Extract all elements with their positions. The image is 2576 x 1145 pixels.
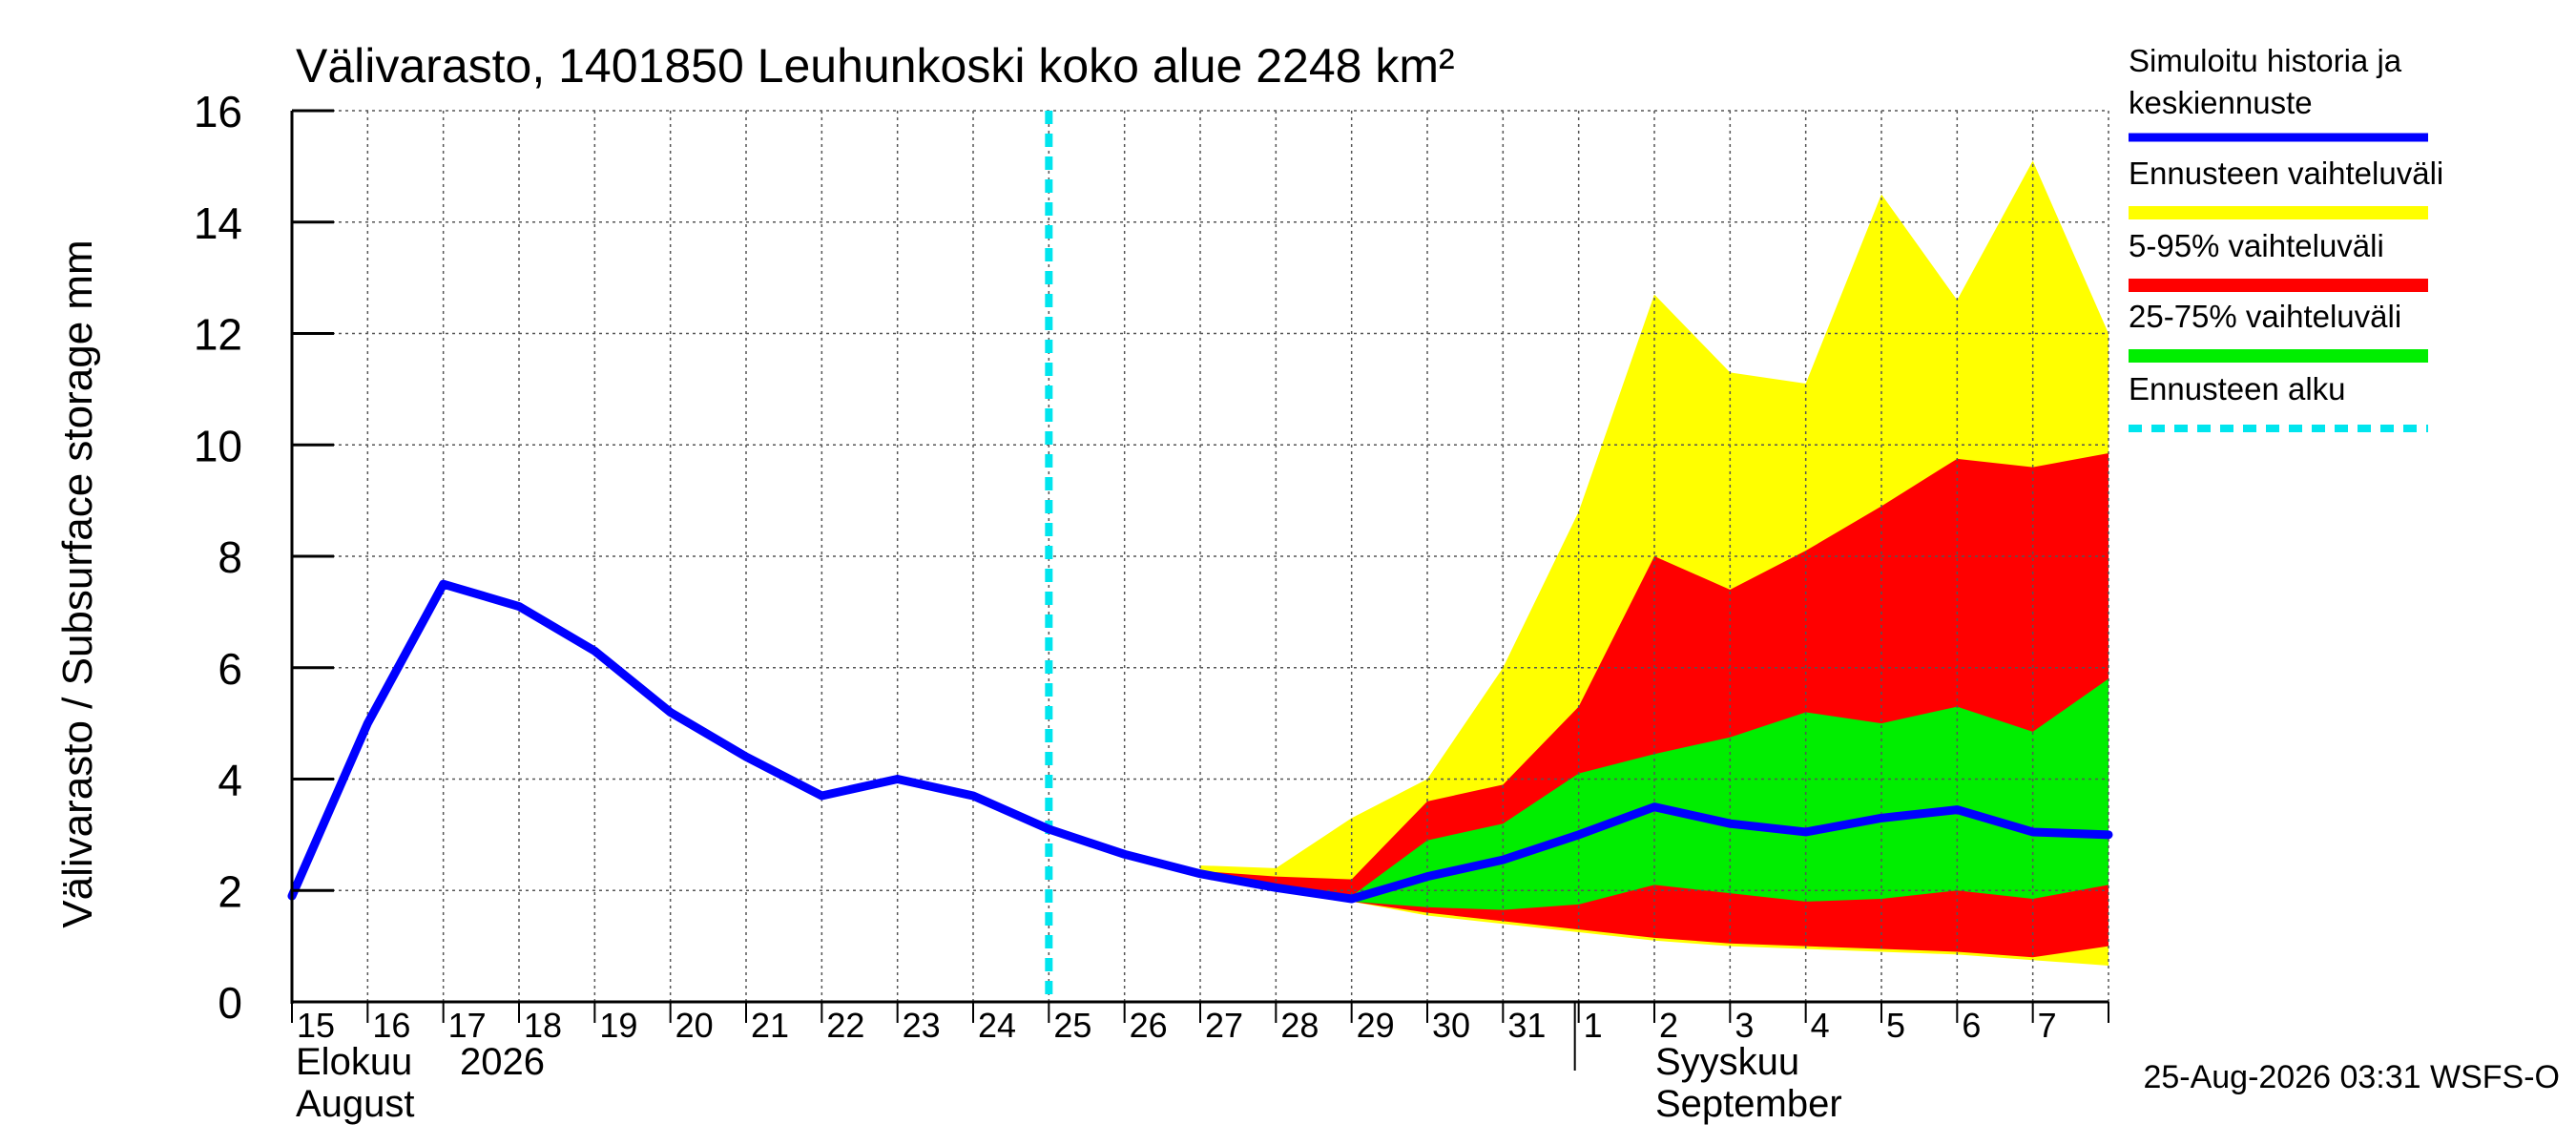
x-tick-label-0: 15 [297,1006,335,1045]
month-label-year: 2026 [460,1041,545,1083]
x-tick-label-19: 3 [1735,1006,1754,1045]
month-label-fi-sep: Syyskuu [1655,1041,1799,1083]
y-tick-label-2: 4 [218,756,242,805]
y-tick-label-3: 6 [218,644,242,694]
x-axis-ticks: 15 16 17 18 19 20 21 22 23 24 25 26 27 28 29 30 31 1 2 3 4 5 6… [291,1002,2109,1071]
x-tick-label-20: 4 [1811,1006,1830,1045]
month-label-en-sep: September [1655,1083,1842,1125]
x-tick-label-12: 27 [1205,1006,1243,1045]
x-tick-label-17: 1 [1584,1006,1603,1045]
x-tick-label-4: 19 [599,1006,637,1045]
x-tick-label-8: 23 [903,1006,941,1045]
y-tick-label-1: 2 [218,866,242,916]
x-tick-label-23: 7 [2038,1006,2057,1045]
x-tick-label-22: 6 [1962,1006,1981,1045]
month-label-en-aug: August [296,1083,415,1125]
legend-label-2: 5-95% vaihteluväli [2129,228,2384,263]
y-tick-label-6: 12 [194,310,242,360]
x-tick-label-13: 28 [1280,1006,1319,1045]
y-axis-ticks: 0 2 4 6 8 10 12 14 16 [194,87,334,1028]
footer-timestamp: 25-Aug-2026 03:31 WSFS-O [2143,1059,2560,1095]
legend: Simuloitu historia ja keskiennuste Ennuste… [2129,43,2443,432]
x-tick-label-16: 31 [1507,1006,1546,1045]
legend-label-1: Ennusteen vaihteluväli [2129,156,2443,191]
x-tick-label-1: 16 [372,1006,410,1045]
month-label-fi-aug: Elokuu [296,1041,412,1083]
x-tick-label-10: 25 [1053,1006,1091,1045]
x-tick-label-5: 20 [675,1006,714,1045]
x-tick-label-18: 2 [1659,1006,1678,1045]
y-tick-label-0: 0 [218,978,242,1028]
y-tick-label-7: 14 [194,198,242,248]
y-axis-label: Välivarasto / Subsurface storage mm [54,239,101,927]
y-tick-label-5: 10 [194,421,242,470]
series-line-mean [287,579,2113,904]
x-tick-label-11: 26 [1130,1006,1168,1045]
y-tick-label-8: 16 [194,87,242,136]
x-tick-label-7: 22 [826,1006,864,1045]
legend-label-0b: keskiennuste [2129,85,2313,120]
x-tick-label-15: 30 [1432,1006,1470,1045]
x-tick-label-21: 5 [1886,1006,1905,1045]
x-tick-label-9: 24 [978,1006,1016,1045]
series-lines [287,579,2113,904]
x-tick-label-14: 29 [1357,1006,1395,1045]
x-tick-label-6: 21 [751,1006,789,1045]
legend-label-4: Ennusteen alku [2129,371,2346,406]
x-tick-label-3: 18 [524,1006,562,1045]
grid [292,110,2109,1002]
x-tick-label-2: 17 [448,1006,487,1045]
chart-title: Välivarasto, 1401850 Leuhunkoski koko al… [296,39,1455,93]
legend-label-0: Simuloitu historia ja [2129,43,2402,78]
y-tick-label-4: 8 [218,532,242,582]
forecast-bands [1200,160,2109,967]
legend-label-3: 25-75% vaihteluväli [2129,299,2401,334]
